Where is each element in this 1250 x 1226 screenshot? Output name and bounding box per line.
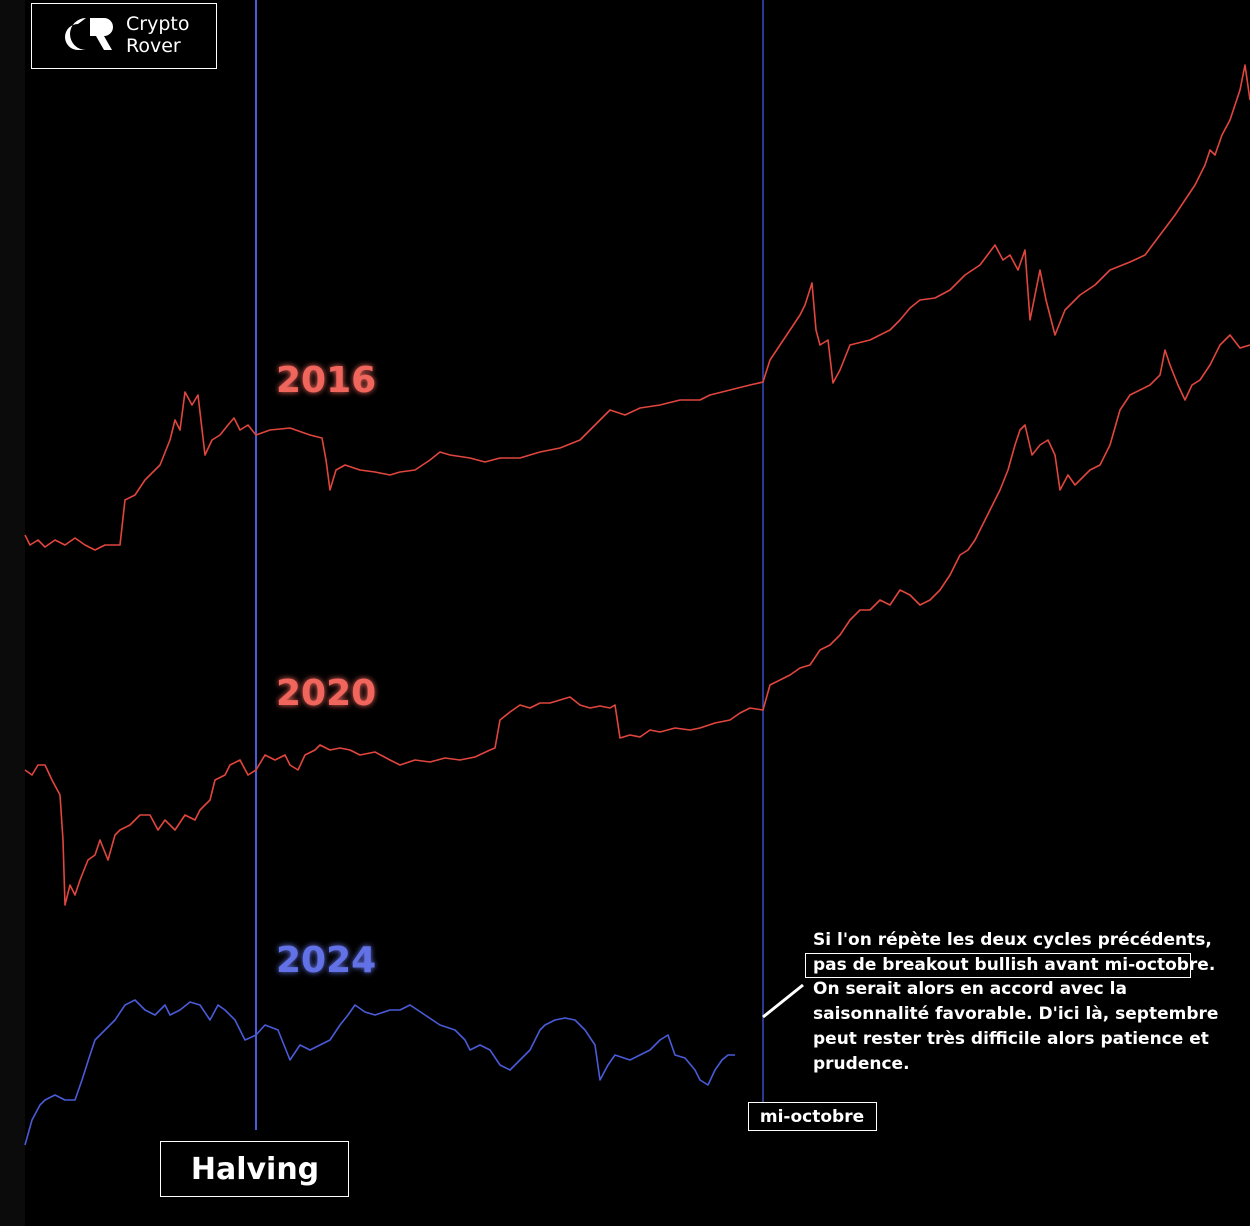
logo-box — [31, 3, 217, 69]
halving-box — [160, 1141, 349, 1197]
line-2024 — [24, 999, 735, 1146]
annotation-line: saisonnalité favorable. D'ici là, septem… — [813, 1004, 1218, 1024]
logo-icon — [90, 18, 113, 50]
mid-october-box — [748, 1102, 877, 1131]
annotation-line: On serait alors en accord avec la — [813, 979, 1127, 999]
logo-text: Crypto — [126, 13, 189, 35]
annotation-line: prudence. — [813, 1054, 910, 1074]
annotation-line: pas de breakout bullish avant mi-octobre… — [813, 955, 1215, 975]
mid-october-label: mi-octobre — [760, 1107, 864, 1127]
label-2016: 2016 — [276, 360, 376, 401]
annotation-line: Si l'on répète les deux cycles précédent… — [813, 930, 1212, 950]
label-2020: 2020 — [276, 673, 376, 714]
logo-icon — [65, 18, 86, 50]
halving-label: Halving — [191, 1152, 319, 1187]
highlight-box — [805, 953, 1191, 978]
line-2020 — [24, 334, 1250, 906]
line-2016 — [24, 64, 1250, 551]
annotation-pointer — [762, 983, 804, 1019]
logo-text: Rover — [126, 35, 181, 57]
label-2024: 2024 — [276, 940, 376, 981]
left-strip — [0, 0, 25, 1226]
annotation-line: peut rester très difficile alors patienc… — [813, 1029, 1209, 1049]
